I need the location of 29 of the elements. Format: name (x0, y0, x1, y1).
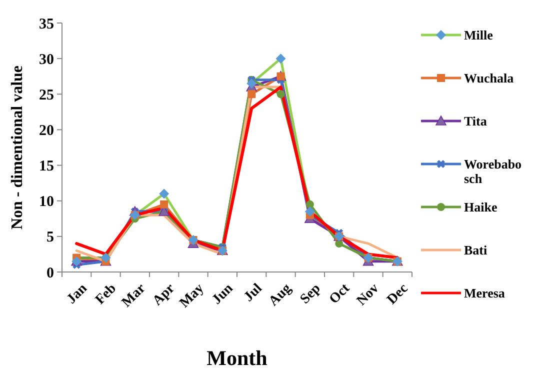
y-tick-label: 5 (46, 230, 54, 246)
x-tick-label: Jul (242, 281, 266, 305)
legend-label: Tita (464, 114, 488, 129)
x-tick-label: Dec (384, 281, 412, 308)
y-tick-label: 25 (39, 87, 54, 104)
x-tick-label: Mar (119, 281, 149, 310)
x-tick-label: Apr (150, 281, 178, 309)
x-tick-label: Aug (266, 281, 295, 310)
x-tick-label: May (177, 281, 208, 312)
y-tick-label: 20 (39, 122, 54, 139)
legend-label: Meresa (464, 286, 506, 301)
y-tick-label: 0 (46, 265, 54, 282)
y-tick-label: 35 (39, 16, 54, 32)
legend-label: Haike (464, 200, 498, 215)
legend-label: Mille (464, 28, 494, 43)
y-tick-label: 30 (39, 52, 54, 68)
y-tick-label: 10 (39, 194, 54, 210)
x-tick-label: Oct (326, 280, 354, 308)
x-tick-label: Jun (210, 281, 236, 308)
x-tick-label: Jan (64, 281, 90, 308)
legend-label: Wuchala (464, 70, 514, 86)
x-tick-label: Sep (298, 281, 324, 308)
x-tick-label: Feb (92, 281, 120, 308)
x-tick-label: Nov (354, 281, 382, 309)
legend-label: Worebabosch (464, 156, 522, 186)
y-tick-label: 15 (39, 158, 54, 175)
x-axis-title: Month (206, 346, 268, 370)
legend-label: Bati (464, 242, 488, 258)
y-axis-title: Non - dimentional value (9, 65, 26, 230)
